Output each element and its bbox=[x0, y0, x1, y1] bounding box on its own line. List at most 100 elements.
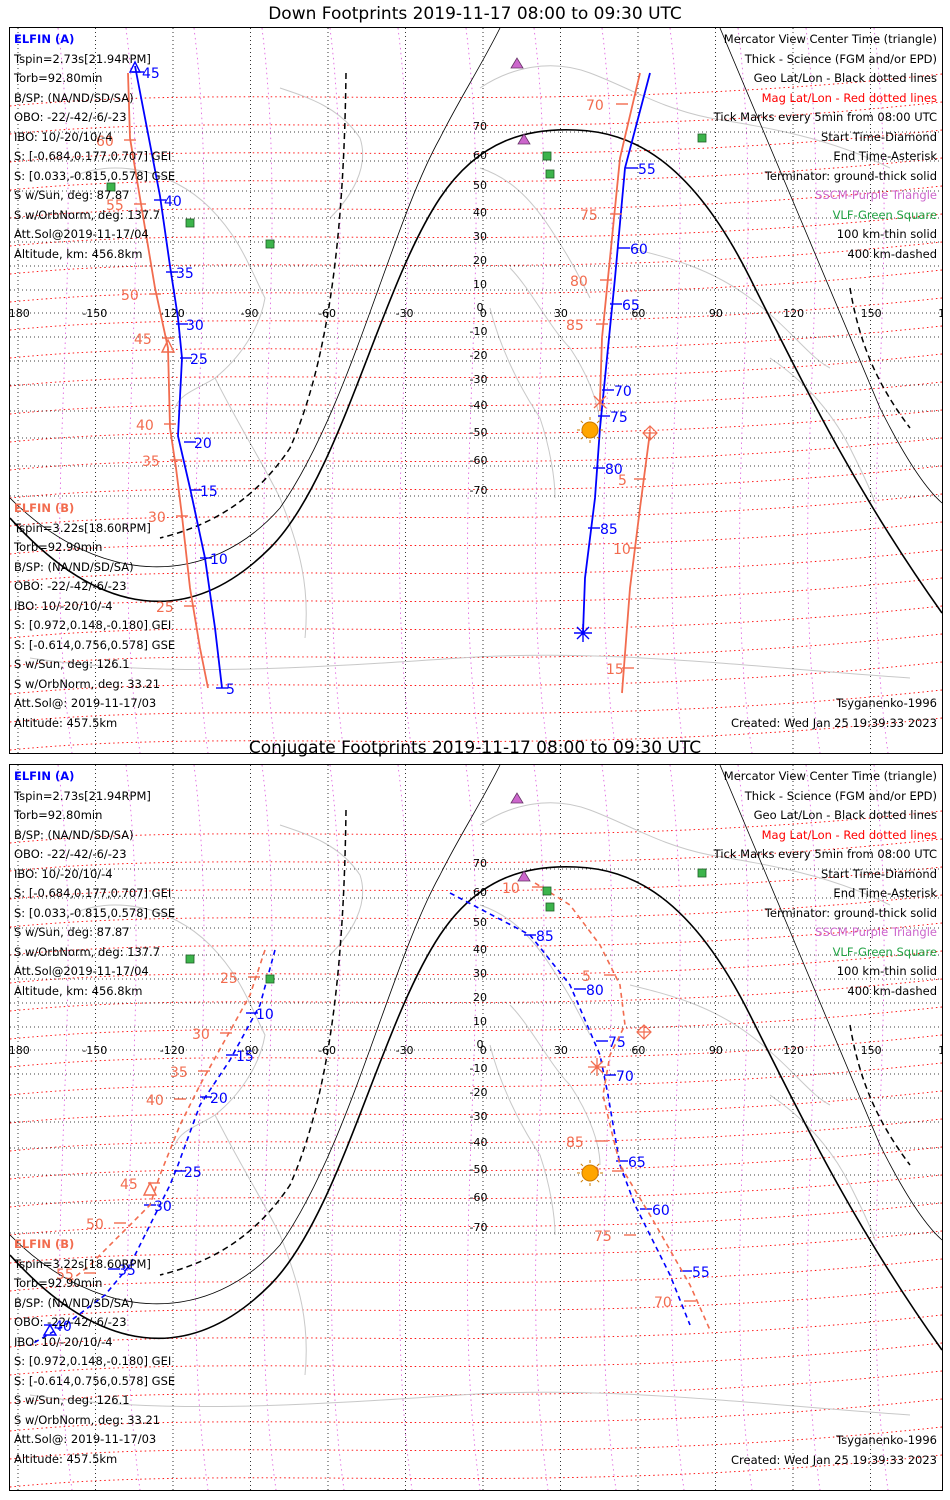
lat-tick-label: -70 bbox=[470, 1221, 488, 1234]
coastline bbox=[629, 984, 831, 1106]
lon-tick-label: 150 bbox=[861, 307, 882, 320]
mag-lon-line bbox=[805, 28, 821, 753]
mag-lat-line bbox=[10, 1062, 942, 1096]
elfin-b-line: S: [0.972,0.148,-0.180] GEI bbox=[14, 618, 172, 632]
lon-tick-label: 90 bbox=[709, 1044, 723, 1057]
legend-item: End Time-Asterisk bbox=[833, 886, 937, 900]
elfin-a-name: ELFIN (A) bbox=[14, 32, 75, 46]
elfin-a-tick-label: 20 bbox=[194, 436, 212, 452]
elfin-b-tick-label: 55 bbox=[106, 198, 124, 214]
elfin-b-line: Tspin=3.22s[18.60RPM] bbox=[14, 1256, 151, 1271]
mag-lat-line bbox=[10, 549, 942, 583]
mag-lat-line bbox=[10, 950, 942, 984]
lon-tick-label: 30 bbox=[554, 307, 568, 320]
elfin-a-track bbox=[449, 892, 691, 1326]
elfin-b-tick-label: 25 bbox=[220, 971, 238, 987]
elfin-b-tick-label: 10 bbox=[613, 542, 631, 558]
mag-lat-line bbox=[10, 661, 942, 695]
elfin-a-info: ELFIN (A) Tspin=2.73s[21.94RPM] Torb=92.… bbox=[14, 30, 175, 264]
legend-item: Terminator: ground-thick solid bbox=[764, 168, 937, 183]
terminator-400km bbox=[159, 72, 347, 539]
elfin-a-line: S w/Sun, deg: 87.87 bbox=[14, 925, 130, 939]
elfin-a-line: Att.Sol@2019-11-17/04 bbox=[14, 964, 149, 978]
elfin-a-end-asterisk bbox=[574, 624, 592, 642]
mag-lat-line bbox=[10, 1258, 942, 1292]
legend-item: Start Time-Diamond bbox=[821, 866, 937, 881]
vlf-square-icon bbox=[697, 868, 707, 878]
mag-lat-line bbox=[10, 978, 942, 1012]
lat-tick-label: -20 bbox=[470, 1086, 488, 1099]
lat-tick-label: 10 bbox=[473, 278, 487, 291]
elfin-a-line: IBO: 10/-20/10/-4 bbox=[14, 866, 113, 881]
elfin-b-tick-label: 70 bbox=[654, 1295, 672, 1311]
mag-lat-line bbox=[10, 241, 942, 275]
lon-tick-label: 60 bbox=[631, 1044, 645, 1057]
elfin-a-tick-label: 15 bbox=[236, 1049, 254, 1065]
lat-tick-label: -40 bbox=[470, 399, 488, 412]
lat-tick-label: 40 bbox=[473, 206, 487, 219]
elfin-b-line: S w/OrbNorm, deg: 33.21 bbox=[14, 1412, 161, 1427]
elfin-b-line: OBO: -22/-42/-6/-23 bbox=[14, 579, 127, 593]
mag-lon-line bbox=[261, 765, 277, 1490]
lon-tick-label: -150 bbox=[82, 1044, 107, 1057]
legend-item: VLF-Green Square bbox=[832, 944, 937, 959]
elfin-b-tick-label: 35 bbox=[142, 454, 160, 470]
terminator-100km bbox=[719, 765, 942, 1241]
elfin-a-line: OBO: -22/-42/-6/-23 bbox=[14, 110, 127, 124]
lon-tick-label: 180 bbox=[938, 307, 942, 320]
model-label: Tsyganenko-1996 bbox=[836, 696, 937, 710]
lat-tick-label: 50 bbox=[473, 916, 487, 929]
vlf-square-icon bbox=[265, 974, 275, 984]
mag-lon-line bbox=[329, 765, 345, 1490]
elfin-b-tick-label: 30 bbox=[148, 510, 166, 526]
mag-lat-line bbox=[10, 894, 942, 928]
elfin-b-line: B/SP: (NA/ND/SD/SA) bbox=[14, 559, 134, 574]
mag-lon-line bbox=[193, 765, 209, 1490]
coastline bbox=[214, 377, 307, 639]
elfin-a-line: Altitude, km: 456.8km bbox=[14, 983, 143, 998]
mag-lat-line bbox=[10, 1398, 942, 1432]
elfin-a-tick-label: 15 bbox=[200, 484, 218, 500]
coastline bbox=[279, 87, 364, 219]
elfin-a-tick-label: 30 bbox=[154, 1199, 172, 1215]
elfin-b-tick-label: 10 bbox=[502, 881, 520, 897]
vlf-square-icon bbox=[697, 133, 707, 143]
sun-ray bbox=[596, 1179, 600, 1183]
mag-lon-line bbox=[465, 765, 481, 1490]
elfin-a-tick-label: 35 bbox=[176, 266, 194, 282]
elfin-a-line: B/SP: (NA/ND/SD/SA) bbox=[14, 90, 134, 105]
lat-tick-label: -60 bbox=[470, 454, 488, 467]
conjugate-footprints-title: Conjugate Footprints 2019-11-17 08:00 to… bbox=[248, 738, 702, 758]
lat-tick-label: -50 bbox=[470, 1163, 488, 1176]
elfin-b-tick-label: 40 bbox=[146, 1093, 164, 1109]
elfin-b-tick-label: 35 bbox=[170, 1065, 188, 1081]
elfin-a-tick-label: 5 bbox=[226, 682, 235, 698]
sun-ray bbox=[580, 1179, 584, 1183]
elfin-a-name: ELFIN (A) bbox=[14, 769, 75, 783]
lat-tick-label: 10 bbox=[473, 1015, 487, 1028]
terminator-400km bbox=[849, 287, 911, 429]
elfin-a-tick-label: 80 bbox=[586, 983, 604, 999]
elfin-b-line: S w/Sun, deg: 126.1 bbox=[14, 657, 130, 671]
legend-item: SSCM-Purple Triangle bbox=[815, 188, 937, 202]
mag-lat-line bbox=[10, 922, 942, 956]
mag-lat-line bbox=[10, 185, 942, 219]
elfin-b-tick-label: 5 bbox=[582, 969, 591, 985]
elfin-a-tick-label: 45 bbox=[142, 66, 160, 82]
mag-lon-line bbox=[125, 765, 141, 1490]
coastline bbox=[769, 357, 876, 504]
elfin-b-tick-label: 25 bbox=[156, 600, 174, 616]
conjugate-footprints-map: -180-150-120-90-60-300306090120150180706… bbox=[9, 764, 943, 1491]
mag-lat-line bbox=[10, 689, 942, 723]
elfin-b-tick-label: 45 bbox=[120, 1177, 138, 1193]
vlf-square-icon bbox=[545, 902, 555, 912]
legend-item: Tick Marks every 5min from 08:00 UTC bbox=[713, 110, 937, 124]
mag-lon-line bbox=[193, 28, 209, 753]
elfin-a-track bbox=[134, 65, 223, 689]
mag-lat-line bbox=[10, 1314, 942, 1348]
sscm-triangle-icon bbox=[517, 133, 531, 145]
elfin-b-end-asterisk bbox=[593, 393, 607, 411]
mag-lon-line bbox=[601, 765, 617, 1490]
elfin-a-line: B/SP: (NA/ND/SD/SA) bbox=[14, 827, 134, 842]
coastline bbox=[279, 824, 364, 956]
